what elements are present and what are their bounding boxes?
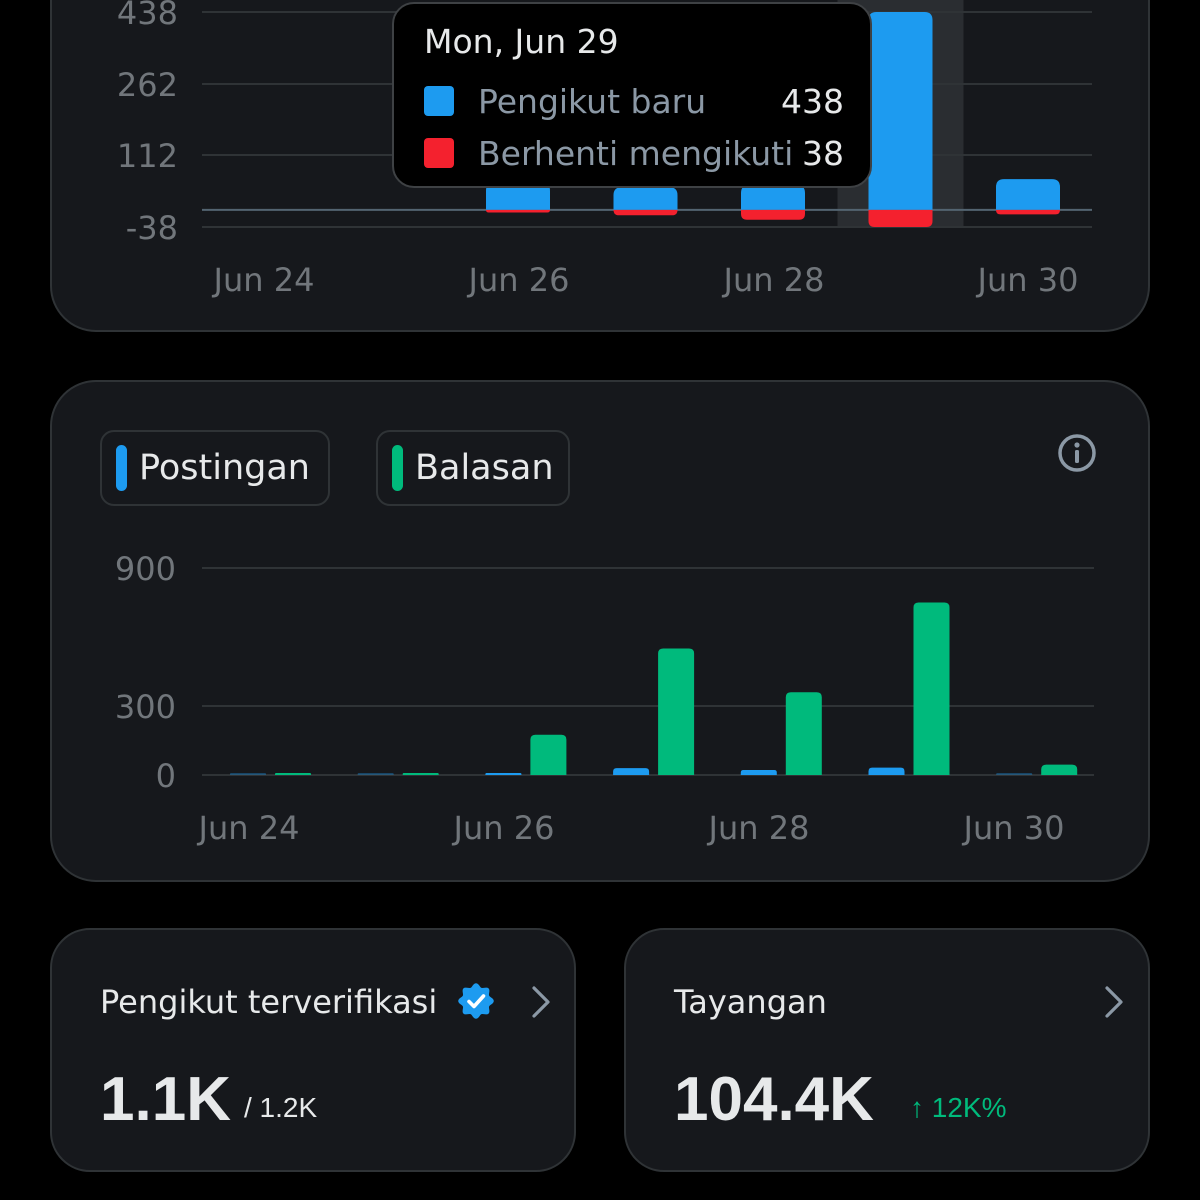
posts-chart-card [50,380,1150,882]
x-tick-label: Jun 30 [976,261,1079,299]
bar-posts [868,767,905,775]
y-tick-label: 112 [117,137,178,175]
tooltip-row-new-followers: Pengikut baru 438 [424,82,844,122]
bar-posts [740,769,777,775]
views-change-badge: ↑ 12K% [910,1092,1007,1123]
bar-unfollows [868,209,933,227]
views-value: 104.4K [674,1065,874,1134]
tooltip-value-unfollows: 38 [802,134,844,173]
y-tick-label: -38 [126,209,178,247]
verified-badge-icon [458,983,494,1019]
bar-replies [658,648,695,775]
bar-unfollows [996,209,1060,215]
info-circle-icon[interactable] [1056,432,1098,474]
chart-tooltip: Mon, Jun 29 Pengikut baru 438 Berhenti m… [392,2,872,188]
x-tick-label: Jun 28 [722,261,825,299]
x-tick-label: Jun 26 [467,261,570,299]
y-tick-label: 0 [156,757,176,795]
legend-swatch-posts [116,445,127,491]
bar-posts [996,773,1033,775]
bar-unfollows [613,209,678,216]
x-tick-label: Jun 30 [962,809,1065,847]
bar-posts [613,768,650,775]
verified-followers-total: / 1.2K [244,1092,318,1123]
bar-replies [530,734,567,775]
bar-new-followers [868,12,933,210]
views-title: Tayangan [674,983,827,1021]
chevron-right-icon[interactable] [528,984,554,1020]
legend-swatch-replies [392,445,403,491]
bar-unfollows [486,209,550,213]
bar-new-followers [741,184,805,210]
y-tick-label: 300 [115,688,176,726]
legend-chip-posts[interactable]: Postingan [100,430,330,506]
bar-replies [402,773,439,775]
tooltip-value-new-followers: 438 [781,82,844,121]
tooltip-label-new-followers: Pengikut baru [478,82,707,121]
bar-unfollows [741,209,805,220]
x-tick-label: Jun 28 [707,809,810,847]
bar-replies [275,773,311,775]
posts-chart[interactable]: 900 300 0 Jun 24 Jun 26 Jun 28 Jun 30 [0,0,1200,880]
legend-label-posts: Postingan [139,448,310,488]
bar-new-followers [613,187,678,210]
y-tick-label: 900 [115,550,176,588]
tooltip-label-unfollows: Berhenti mengikuti [478,134,794,173]
bar-posts [357,773,394,775]
tooltip-swatch-new-followers [424,86,454,116]
y-tick-label: 438 [117,0,178,32]
tooltip-date: Mon, Jun 29 [424,22,619,61]
bar-replies [1041,764,1078,775]
x-tick-label: Jun 24 [212,261,315,299]
bar-replies [913,602,950,775]
bar-new-followers [486,182,550,210]
bar-replies [785,692,822,775]
bar-new-followers [996,179,1060,210]
verified-followers-card[interactable] [50,928,576,1172]
views-card[interactable] [624,928,1150,1172]
verified-followers-value: 1.1K [100,1065,231,1134]
chevron-right-icon[interactable] [1101,984,1127,1020]
bar-posts [485,773,522,775]
x-tick-label: Jun 24 [197,809,300,847]
y-tick-label: 262 [117,66,178,104]
legend-label-replies: Balasan [415,448,554,488]
verified-followers-title: Pengikut terverifikasi [100,983,438,1021]
legend-chip-replies[interactable]: Balasan [376,430,570,506]
tooltip-swatch-unfollows [424,138,454,168]
x-tick-label: Jun 26 [452,809,555,847]
bar-posts [230,773,266,775]
tooltip-row-unfollows: Berhenti mengikuti 38 [424,134,844,174]
